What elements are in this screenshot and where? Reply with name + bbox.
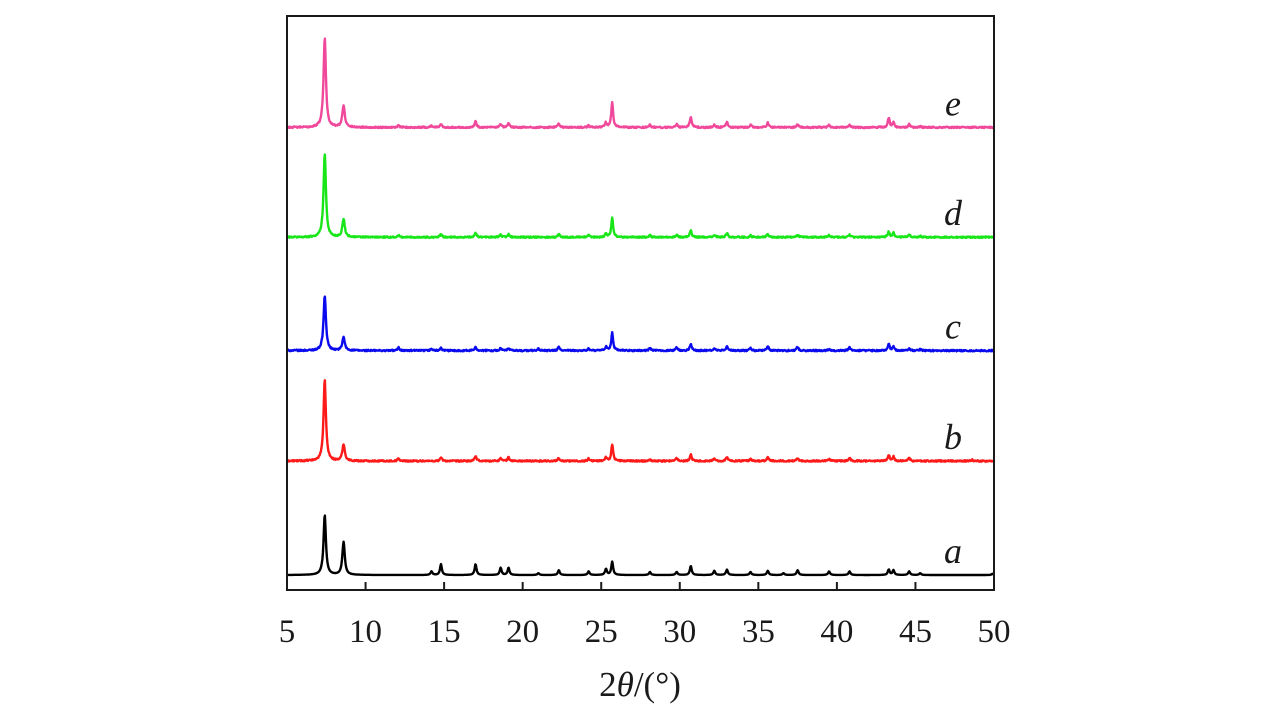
series-label-e: e (945, 83, 961, 123)
series-label-a: a (944, 531, 962, 571)
x-tick-label-15: 15 (428, 614, 461, 650)
series-c-trace (286, 295, 995, 353)
series-layer (285, 37, 995, 577)
plot-frame (286, 15, 995, 591)
series-label-d: d (944, 193, 963, 233)
x-axis-ticks: 5 10 15 20 25 30 35 40 45 50 (279, 582, 1011, 650)
x-axis-title: 2θ/(°) (599, 665, 681, 704)
x-tick-label-10: 10 (349, 614, 382, 650)
x-axis-title-theta: θ (617, 665, 634, 704)
x-axis-title-suffix: /(°) (634, 665, 681, 704)
x-tick-label-40: 40 (820, 614, 853, 650)
x-tick-label-25: 25 (585, 614, 618, 650)
series-e-trace (286, 37, 995, 130)
x-tick-label-35: 35 (742, 614, 775, 650)
x-tick-label-5: 5 (279, 614, 296, 650)
x-tick-label-30: 30 (663, 614, 696, 650)
x-tick-label-45: 45 (899, 614, 932, 650)
series-label-c: c (945, 307, 961, 347)
series-labels: a b c d e (944, 83, 963, 571)
series-a-trace (286, 514, 995, 577)
x-tick-label-50: 50 (978, 614, 1011, 650)
series-label-b: b (944, 417, 962, 457)
x-tick-label-20: 20 (506, 614, 539, 650)
series-b-trace (285, 379, 995, 463)
series-d-trace (286, 153, 995, 240)
x-axis-title-prefix: 2 (599, 665, 617, 704)
